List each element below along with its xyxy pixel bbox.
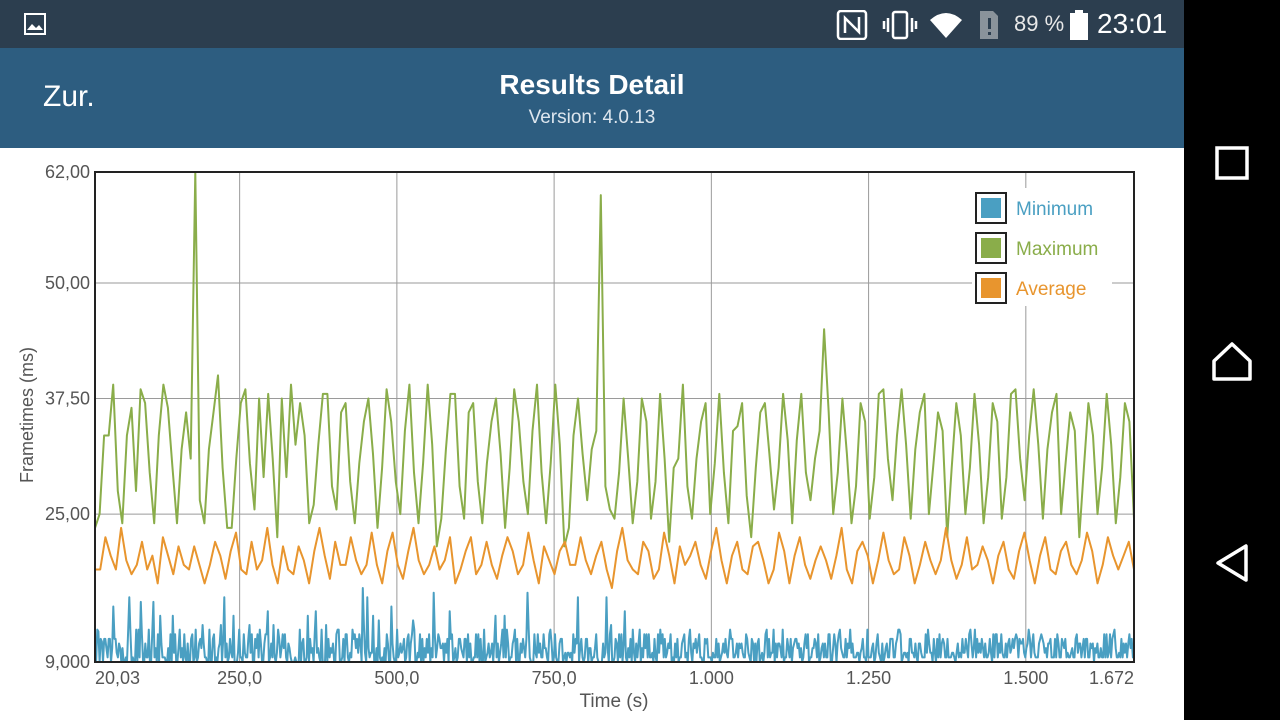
app-bar: Zur. Results Detail Version: 4.0.13 <box>0 48 1184 148</box>
legend: Minimum Maximum Average <box>972 188 1112 306</box>
legend-label-minimum: Minimum <box>1016 199 1093 220</box>
sim-alert-icon <box>980 11 998 39</box>
x-tick-label: 1.672 <box>1089 668 1134 688</box>
wifi-icon <box>930 13 962 38</box>
navigation-bar <box>1184 0 1280 720</box>
frametime-chart: 20,03 250,0 500,0 750,0 1.000 1.250 1.500 1.672… <box>17 162 1135 712</box>
battery-icon <box>1070 10 1088 40</box>
y-axis-label: Frametimes (ms) <box>17 347 37 483</box>
legend-swatch-average <box>981 278 1001 298</box>
legend-label-maximum: Maximum <box>1016 239 1098 260</box>
legend-label-average: Average <box>1016 279 1086 300</box>
x-tick-label: 1.250 <box>846 668 891 688</box>
y-tick-label: 62,00 <box>45 162 90 182</box>
recents-icon[interactable] <box>1202 133 1262 193</box>
status-bar: 89 % 23:01 <box>0 0 1184 48</box>
y-tick-label: 50,00 <box>45 273 90 293</box>
x-tick-label: 250,0 <box>217 668 262 688</box>
nfc-icon <box>836 10 868 40</box>
x-tick-label: 750,0 <box>532 668 577 688</box>
series-line-average <box>95 526 1135 589</box>
vibrate-icon <box>882 10 918 40</box>
y-tick-label: 25,00 <box>45 504 90 524</box>
battery-percent: 89 % <box>1014 11 1065 36</box>
version-label: Version: 4.0.13 <box>528 107 656 128</box>
home-icon[interactable] <box>1202 333 1262 393</box>
gallery-icon <box>24 13 46 35</box>
x-axis-label: Time (s) <box>580 691 649 712</box>
legend-swatch-minimum <box>981 198 1001 218</box>
x-tick-label: 500,0 <box>374 668 419 688</box>
x-tick-label: 1.500 <box>1003 668 1048 688</box>
y-tick-label: 37,50 <box>45 389 90 409</box>
page-title: Results Detail <box>499 69 685 100</box>
series <box>94 171 1135 663</box>
series-line-maximum <box>94 171 1135 548</box>
clock: 23:01 <box>1097 8 1168 39</box>
back-button[interactable]: Zur. <box>43 80 95 113</box>
legend-swatch-maximum <box>981 238 1001 258</box>
plot-frame <box>94 171 1135 663</box>
y-tick-label: 9,000 <box>45 652 90 672</box>
x-tick-label: 1.000 <box>689 668 734 688</box>
back-icon[interactable] <box>1202 533 1262 593</box>
x-tick-label: 20,03 <box>95 668 140 688</box>
ticks: 20,03 250,0 500,0 750,0 1.000 1.250 1.500 1.672… <box>45 162 1134 688</box>
series-line-minimum <box>94 587 1134 663</box>
